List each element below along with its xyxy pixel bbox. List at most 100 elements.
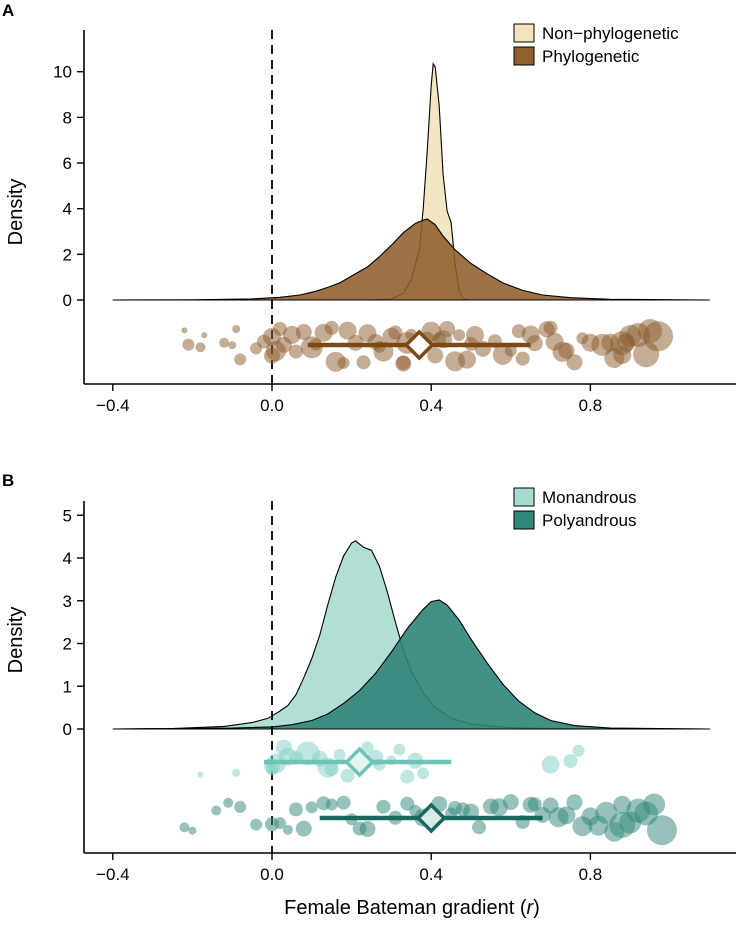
study-point-polyandrous bbox=[647, 815, 677, 846]
study-point-monandrous bbox=[232, 768, 241, 777]
y-axis-title-a: Density bbox=[5, 179, 27, 246]
study-point bbox=[458, 350, 476, 369]
study-point-polyandrous bbox=[336, 795, 351, 810]
study-point bbox=[232, 325, 241, 333]
study-point bbox=[453, 329, 466, 342]
panel-letter-a: A bbox=[2, 1, 14, 20]
study-point bbox=[201, 332, 208, 339]
legend-swatch bbox=[513, 510, 535, 530]
study-point bbox=[504, 344, 517, 357]
x-axis-title-text: Female Bateman gradient ( bbox=[284, 897, 527, 919]
study-points-a bbox=[181, 319, 674, 372]
study-point bbox=[337, 356, 350, 369]
study-point-monandrous bbox=[563, 754, 578, 769]
legend-swatch bbox=[513, 23, 535, 43]
study-point bbox=[643, 321, 674, 352]
y-tick-label: 1 bbox=[63, 677, 72, 696]
study-point-polyandrous bbox=[295, 820, 312, 837]
study-point bbox=[466, 326, 484, 344]
x-tick-label: 0.4 bbox=[419, 865, 443, 884]
legend-label: Polyandrous bbox=[542, 511, 637, 530]
legend-b: Monandrous Polyandrous bbox=[513, 487, 637, 530]
x-tick-label: 0.8 bbox=[579, 396, 603, 415]
study-point-monandrous bbox=[393, 743, 406, 756]
study-point-polyandrous bbox=[643, 793, 666, 816]
study-point-polyandrous bbox=[527, 797, 542, 812]
study-point-polyandrous bbox=[288, 802, 303, 817]
study-point bbox=[195, 342, 206, 353]
study-point-monandrous bbox=[333, 749, 346, 761]
y-tick-label: 0 bbox=[63, 720, 72, 739]
study-point-polyandrous bbox=[557, 806, 576, 825]
study-point bbox=[566, 354, 583, 371]
study-point-polyandrous bbox=[223, 797, 234, 808]
y-tick-label: 4 bbox=[63, 549, 72, 568]
study-point-polyandrous bbox=[376, 799, 391, 814]
y-tick-label: 6 bbox=[63, 154, 72, 173]
panel-b: B Density 0 1 2 3 4 5 −0.4 0.0 0.4 0.8 Monandrous… bbox=[2, 471, 736, 919]
study-point-monandrous bbox=[572, 744, 585, 757]
study-point-monandrous bbox=[417, 767, 430, 780]
study-point bbox=[515, 351, 530, 366]
legend-label: Non−phylogenetic bbox=[542, 24, 679, 43]
y-tick-label: 0 bbox=[63, 291, 72, 310]
study-point-polyandrous bbox=[359, 821, 376, 837]
study-point bbox=[219, 337, 230, 348]
study-point bbox=[356, 355, 371, 370]
study-point-polyandrous bbox=[250, 818, 263, 831]
study-point-polyandrous bbox=[211, 805, 222, 816]
study-point-polyandrous bbox=[305, 801, 318, 814]
axes-b: 0 1 2 3 4 5 −0.4 0.0 0.4 0.8 bbox=[63, 501, 736, 884]
study-point-polyandrous bbox=[502, 794, 519, 810]
study-point-monandrous bbox=[400, 769, 415, 784]
study-point-monandrous bbox=[197, 771, 204, 778]
study-point-monandrous bbox=[324, 762, 339, 777]
mean-estimate-diamond bbox=[403, 329, 435, 361]
study-point bbox=[324, 320, 339, 335]
study-point-polyandrous bbox=[448, 801, 463, 815]
study-point-polyandrous bbox=[325, 798, 338, 811]
study-point bbox=[288, 344, 303, 359]
study-point-polyandrous bbox=[179, 822, 190, 833]
study-point-polyandrous bbox=[613, 795, 632, 814]
x-tick-label: 0.8 bbox=[579, 865, 603, 884]
study-point bbox=[439, 321, 456, 337]
axes-a: 0 2 4 6 8 10 −0.4 0.0 0.4 0.8 bbox=[53, 30, 736, 415]
legend-swatch bbox=[513, 487, 535, 507]
study-point bbox=[558, 342, 575, 359]
mean-estimate-diamond bbox=[415, 802, 447, 834]
y-tick-label: 8 bbox=[63, 108, 72, 127]
study-point-monandrous bbox=[340, 768, 355, 783]
legend-swatch bbox=[513, 46, 535, 66]
x-tick-label: 0.0 bbox=[260, 396, 284, 415]
panel-a: A Density 0 2 4 6 8 10 −0.4 0.0 0.4 0.8 Non−phylo… bbox=[2, 1, 736, 415]
x-axis-title-variable: r bbox=[527, 897, 535, 919]
study-points-b bbox=[179, 739, 677, 846]
x-axis-title: Female Bateman gradient (r) bbox=[284, 897, 540, 919]
y-tick-label: 5 bbox=[63, 506, 72, 525]
study-point-polyandrous bbox=[282, 824, 293, 835]
x-axis-title-close: ) bbox=[533, 897, 540, 919]
mean-estimate-diamond bbox=[344, 746, 376, 778]
summary-estimates-a bbox=[307, 329, 531, 361]
density-curve-polyandrous bbox=[112, 599, 710, 730]
study-point-polyandrous bbox=[472, 820, 486, 835]
y-tick-label: 3 bbox=[63, 592, 72, 611]
x-tick-label: 0.0 bbox=[260, 865, 284, 884]
density-layer-b bbox=[112, 540, 710, 730]
study-point-polyandrous bbox=[234, 800, 247, 813]
study-point bbox=[234, 353, 247, 366]
study-point-polyandrous bbox=[188, 826, 197, 835]
y-tick-label: 4 bbox=[63, 200, 72, 219]
study-point bbox=[613, 346, 632, 365]
study-point-polyandrous bbox=[274, 817, 286, 830]
y-tick-label: 10 bbox=[53, 63, 72, 82]
study-point bbox=[181, 327, 188, 334]
study-point-polyandrous bbox=[566, 794, 583, 811]
x-tick-label: 0.4 bbox=[419, 396, 443, 415]
legend-label: Monandrous bbox=[542, 488, 637, 507]
x-tick-label: −0.4 bbox=[96, 396, 130, 415]
legend-label: Phylogenetic bbox=[542, 47, 640, 66]
study-point bbox=[338, 321, 357, 340]
